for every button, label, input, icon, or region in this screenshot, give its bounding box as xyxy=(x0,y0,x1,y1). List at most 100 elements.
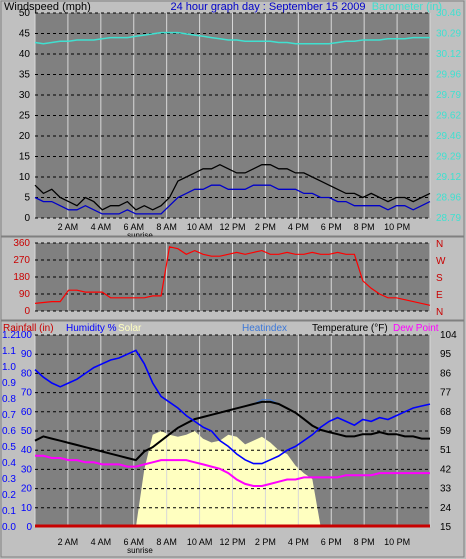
rain-ytick-11: 1.1 xyxy=(2,346,16,357)
baro-ytick-8: 30.12 xyxy=(436,49,461,60)
wind-ytick-1: 5 xyxy=(24,193,30,204)
temp-xtick-10: 10 PM xyxy=(384,537,410,547)
temp-xtick-5: 12 PM xyxy=(219,537,245,547)
baro-ytick-7: 29.96 xyxy=(436,70,461,81)
baro-ytick-1: 28.96 xyxy=(436,193,461,204)
temp-ytick-4: 51 xyxy=(440,445,452,456)
rain-ytick-10: 1.0 xyxy=(2,362,16,373)
baro-ytick-6: 29.79 xyxy=(436,90,461,101)
dir-compass-3: E xyxy=(436,290,443,301)
legend-heatindex: Heatindex xyxy=(242,323,287,334)
dir-compass-1: W xyxy=(436,256,446,267)
baro-ytick-10: 30.46 xyxy=(436,8,461,19)
temp-ytick-0: 15 xyxy=(440,522,452,533)
temp-sunrise-label: sunrise xyxy=(127,546,153,555)
baro-ytick-0: 28.79 xyxy=(436,213,461,224)
wind-xtick-5: 12 PM xyxy=(219,222,245,232)
wind-xtick-7: 4 PM xyxy=(288,222,309,232)
temp-ytick-9: 95 xyxy=(440,349,452,360)
humidity-ytick-9: 90 xyxy=(21,349,33,360)
dir-ytick-3: 270 xyxy=(13,255,30,266)
rain-ytick-3: 0.3 xyxy=(2,474,16,485)
wind-ytick-3: 15 xyxy=(19,152,31,163)
wind-ytick-4: 20 xyxy=(19,131,31,142)
barometer-line xyxy=(34,31,430,45)
wind-header-right: Barometer (in) xyxy=(372,1,442,13)
wind-header-left: Windspeed (mph) xyxy=(4,1,91,13)
wind-ytick-10: 50 xyxy=(19,8,31,19)
dir-ytick-1: 90 xyxy=(19,289,31,300)
temp-ytick-3: 42 xyxy=(440,464,452,475)
dir-ytick-2: 180 xyxy=(13,272,30,283)
temp-xtick-9: 8 PM xyxy=(354,537,375,547)
wind-ytick-5: 25 xyxy=(19,111,31,122)
rain-ytick-0: 0.0 xyxy=(2,522,16,533)
wind-xtick-1: 4 AM xyxy=(91,222,112,232)
temp-ytick-8: 86 xyxy=(440,368,452,379)
wind-xtick-2: 6 AM xyxy=(123,222,144,232)
rain-ytick-1: 0.1 xyxy=(2,506,16,517)
wind-gust-line xyxy=(34,163,431,211)
temp-ytick-7: 77 xyxy=(440,388,452,399)
temp-xtick-2: 6 AM xyxy=(123,537,144,547)
wind-ytick-0: 0 xyxy=(24,213,30,224)
baro-ytick-9: 30.29 xyxy=(436,29,461,40)
rain-ytick-7: 0.7 xyxy=(2,410,16,421)
rain-ytick-5: 0.5 xyxy=(2,442,16,453)
temp-ytick-1: 24 xyxy=(440,503,452,514)
humidity-ytick-4: 40 xyxy=(21,445,33,456)
dir-ytick-4: 360 xyxy=(13,238,30,249)
legend-solar: Solar xyxy=(118,323,142,334)
humidity-ytick-0: 0 xyxy=(26,522,32,533)
dir-compass-4: N xyxy=(436,307,443,318)
temp-ytick-6: 68 xyxy=(440,407,452,418)
wind-average-line xyxy=(34,184,431,215)
wind-xtick-3: 8 AM xyxy=(156,222,177,232)
temp-ytick-10: 104 xyxy=(440,330,457,341)
temp-ytick-2: 33 xyxy=(440,484,452,495)
baro-ytick-2: 29.12 xyxy=(436,172,461,183)
wind-xtick-6: 2 PM xyxy=(255,222,276,232)
legend-rainfall: Rainfall (in) xyxy=(3,323,54,334)
wind-title: 24 hour graph day : September 15 2009 xyxy=(170,1,365,13)
temp-xtick-8: 6 PM xyxy=(321,537,342,547)
dir-compass-0: N xyxy=(436,239,443,250)
dir-compass-2: S xyxy=(436,273,443,284)
wind-xtick-9: 8 PM xyxy=(354,222,375,232)
wind-sunrise-label: sunrise xyxy=(127,231,153,240)
wind-ytick-7: 35 xyxy=(19,70,31,81)
humidity-ytick-8: 80 xyxy=(21,368,33,379)
temp-xtick-7: 4 PM xyxy=(288,537,309,547)
rain-ytick-4: 0.4 xyxy=(2,458,16,469)
humidity-ytick-10: 100 xyxy=(15,330,32,341)
rain-ytick-12: 1.2 xyxy=(2,330,16,341)
dewpoint-line xyxy=(35,454,430,487)
baro-ytick-4: 29.46 xyxy=(436,131,461,142)
wind-direction-line xyxy=(34,246,431,306)
humidity-ytick-1: 10 xyxy=(21,503,33,514)
temp-xtick-3: 8 AM xyxy=(156,537,177,547)
rain-ytick-9: 0.9 xyxy=(2,378,16,389)
baro-ytick-3: 29.29 xyxy=(436,152,461,163)
temp-xtick-6: 2 PM xyxy=(255,537,276,547)
legend-humidity: Humidity % xyxy=(66,323,117,334)
wind-ytick-8: 40 xyxy=(19,49,31,60)
rain-ytick-2: 0.2 xyxy=(2,490,16,501)
wind-ytick-9: 45 xyxy=(19,29,31,40)
temp-ytick-5: 59 xyxy=(440,426,452,437)
humidity-ytick-3: 30 xyxy=(21,464,33,475)
wind-xtick-8: 6 PM xyxy=(321,222,342,232)
temp-xtick-0: 2 AM xyxy=(58,537,79,547)
dir-ytick-0: 0 xyxy=(24,306,30,317)
wind-xtick-4: 10 AM xyxy=(187,222,213,232)
humidity-ytick-6: 60 xyxy=(21,407,33,418)
rain-ytick-6: 0.6 xyxy=(2,426,16,437)
wind-xtick-0: 2 AM xyxy=(58,222,79,232)
rain-ytick-8: 0.8 xyxy=(2,394,16,405)
humidity-ytick-5: 50 xyxy=(21,426,33,437)
legend-dewpoint: Dew Point xyxy=(393,323,439,334)
baro-ytick-5: 29.62 xyxy=(436,111,461,122)
humidity-line xyxy=(34,349,431,465)
